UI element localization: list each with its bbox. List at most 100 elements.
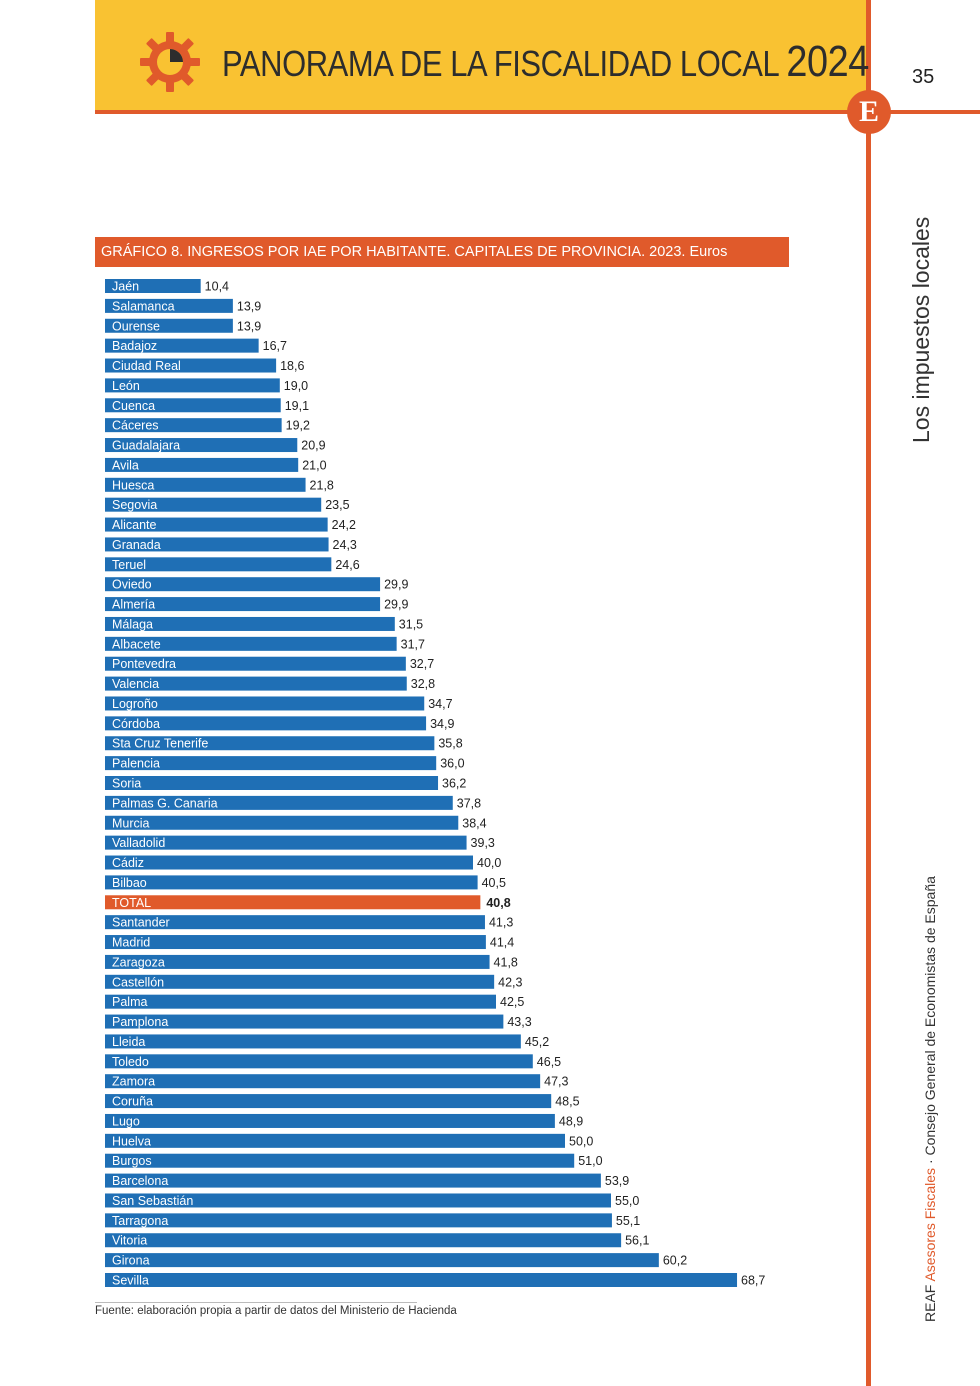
bar [105, 636, 397, 651]
bar [105, 517, 328, 532]
bar [105, 1054, 533, 1069]
bar [105, 696, 425, 711]
bar [105, 398, 281, 413]
category-label: Guadalajara [112, 439, 180, 453]
bar [105, 1014, 504, 1029]
value-label: 13,9 [237, 319, 261, 333]
bar [105, 656, 406, 671]
value-label: 60,2 [663, 1254, 687, 1268]
category-label: Huelva [112, 1134, 151, 1148]
bar [105, 577, 381, 592]
value-label: 40,5 [482, 876, 506, 890]
category-label: Sevilla [112, 1274, 149, 1288]
category-label: Pamplona [112, 1015, 168, 1029]
bar [105, 974, 495, 989]
category-label: Huesca [112, 478, 154, 492]
category-label: Alicante [112, 518, 157, 532]
value-label: 13,9 [237, 299, 261, 313]
category-label: Badajoz [112, 339, 157, 353]
category-label: Palma [112, 995, 147, 1009]
bar [105, 855, 473, 870]
category-label: Murcia [112, 816, 150, 830]
value-label: 31,7 [401, 637, 425, 651]
category-label: Tarragona [112, 1214, 168, 1228]
category-label: Albacete [112, 637, 161, 651]
value-label: 29,9 [384, 578, 408, 592]
chart-title: GRÁFICO 8. INGRESOS POR IAE POR HABITANT… [101, 244, 728, 260]
category-label: Barcelona [112, 1174, 168, 1188]
value-label: 40,8 [486, 896, 510, 910]
category-label: San Sebastián [112, 1194, 193, 1208]
page-number: 35 [912, 66, 935, 88]
source-divider [95, 1302, 417, 1303]
chart-title-bar [95, 237, 789, 267]
bar [105, 279, 201, 293]
bar [105, 318, 233, 333]
value-label: 48,9 [559, 1114, 583, 1128]
category-label: Logroño [112, 697, 158, 711]
value-label: 51,0 [578, 1154, 602, 1168]
value-label: 24,2 [332, 518, 356, 532]
value-label: 32,7 [410, 657, 434, 671]
category-label: Palencia [112, 757, 160, 771]
bar [105, 815, 459, 830]
bar [105, 1133, 565, 1148]
category-label: Santander [112, 916, 170, 930]
value-label: 40,0 [477, 856, 501, 870]
bar [105, 1233, 622, 1248]
bar [105, 438, 298, 453]
bar [105, 378, 280, 393]
value-label: 55,0 [615, 1194, 639, 1208]
value-label: 41,3 [489, 916, 513, 930]
page-edge-line [866, 0, 871, 1386]
bar [105, 1113, 555, 1128]
bar [105, 597, 381, 612]
bar [105, 298, 233, 313]
bar [105, 537, 329, 552]
page-title-year: 2024 [786, 37, 869, 86]
bar [105, 1193, 611, 1208]
value-label: 53,9 [605, 1174, 629, 1188]
category-label: Coruña [112, 1095, 153, 1109]
value-label: 18,6 [280, 359, 304, 373]
value-label: 24,6 [335, 558, 359, 572]
value-label: 21,0 [302, 458, 326, 472]
value-label: 29,9 [384, 598, 408, 612]
value-label: 24,3 [333, 538, 357, 552]
category-label: Soria [112, 777, 141, 791]
value-label: 37,8 [457, 796, 481, 810]
bar [105, 338, 259, 353]
value-label: 32,8 [411, 677, 435, 691]
value-label: 35,8 [438, 737, 462, 751]
value-label: 38,4 [462, 816, 486, 830]
chart-source: Fuente: elaboración propia a partir de d… [95, 1305, 457, 1317]
category-label: Cáceres [112, 419, 159, 433]
bar [105, 1213, 612, 1228]
value-label: 47,3 [544, 1075, 568, 1089]
category-label: Valencia [112, 677, 159, 691]
value-label: 21,8 [310, 478, 334, 492]
bar [105, 954, 490, 969]
value-label: 34,9 [430, 717, 454, 731]
category-label: Bilbao [112, 876, 147, 890]
category-label: Jaén [112, 280, 139, 294]
category-label: Ciudad Real [112, 359, 181, 373]
category-label: Zamora [112, 1075, 155, 1089]
bar [105, 676, 407, 691]
bar [105, 1094, 552, 1109]
bar [105, 1034, 521, 1049]
bar [105, 358, 277, 373]
category-label: Avila [112, 458, 139, 472]
category-label: Teruel [112, 558, 146, 572]
category-label: Cádiz [112, 856, 144, 870]
value-label: 45,2 [525, 1035, 549, 1049]
category-label: Castellón [112, 975, 164, 989]
value-label: 55,1 [616, 1214, 640, 1228]
category-label: Oviedo [112, 578, 152, 592]
category-label: Málaga [112, 617, 153, 631]
value-label: 20,9 [301, 439, 325, 453]
bar [105, 875, 478, 890]
value-label: 19,1 [285, 399, 309, 413]
category-label: Lugo [112, 1114, 140, 1128]
bar [105, 736, 435, 751]
